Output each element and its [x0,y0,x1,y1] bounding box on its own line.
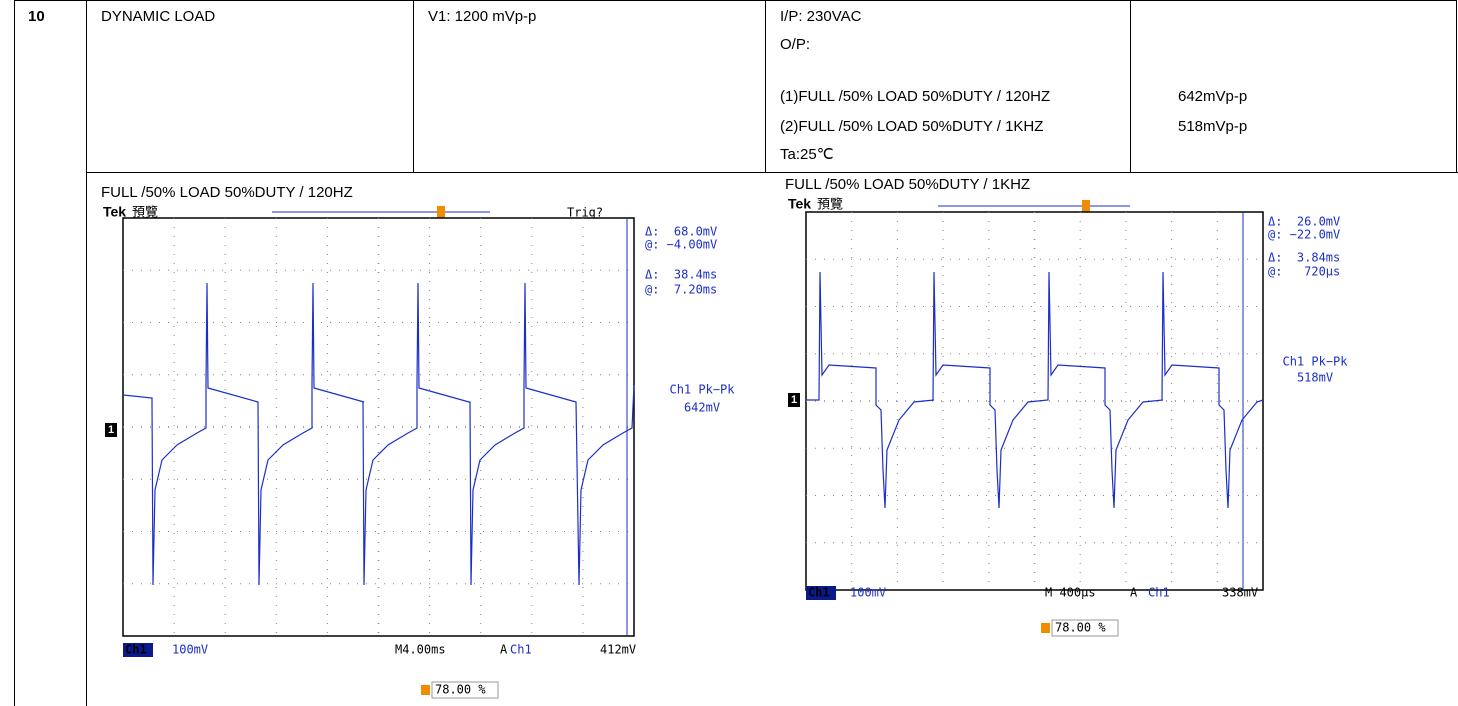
channel-marker: 1 [108,424,114,436]
trigger-mode: A [1130,586,1138,600]
trigger-position-icon [421,685,430,695]
trigger-source: Ch1 [510,643,532,657]
trigger-position-icon [1041,623,1050,633]
scope-brand: Tek [788,196,811,212]
trigger-icon [1082,200,1090,212]
result: 642mVp-p [1178,88,1247,105]
cursor-readout: @: 7.20ms [645,283,717,297]
vertical-scale: 100mV [172,643,208,657]
capture-caption: FULL /50% LOAD 50%DUTY / 120HZ [101,184,353,201]
trigger-position: 78.00 % [435,683,486,697]
cursor-readout: @: −22.0mV [1268,228,1340,242]
graticule [123,218,634,636]
cursor-readout: Δ: 3.84ms [1268,251,1340,265]
channel: Ch1 [808,586,830,600]
measure-label: Ch1 Pk−Pk [1282,355,1348,369]
row-number: 10 [28,8,45,25]
cursor-readout: @: 720µs [1268,265,1340,279]
timebase: M4.00ms [395,643,446,657]
trigger-source: Ch1 [1148,586,1170,600]
measure-label: Ch1 Pk−Pk [669,383,735,397]
trigger-mode: A [500,643,508,657]
measure-value: 642mV [684,401,720,415]
capture-caption: FULL /50% LOAD 50%DUTY / 1KHZ [785,176,1030,193]
condition-line: O/P: [780,36,810,53]
trigger-level: 338mV [1222,586,1258,600]
trigger-level: 412mV [600,643,636,657]
spec: V1: 1200 mVp-p [428,8,536,25]
cursor-readout: @: −4.00mV [645,238,717,252]
condition-line: (1)FULL /50% LOAD 50%DUTY / 120HZ [780,88,1050,105]
scope-mode: 預覽 [817,196,843,211]
condition-line: I/P: 230VAC [780,8,862,25]
trigger-icon [437,206,445,218]
cursor-readout: Δ: 68.0mV [645,225,717,239]
condition-line: (2)FULL /50% LOAD 50%DUTY / 1KHZ [780,118,1043,135]
channel: Ch1 [125,643,147,657]
oscilloscope-capture: FULL /50% LOAD 50%DUTY / 1KHZ Tek 預覽 1 Δ: 26… [785,176,1348,636]
trigger-position: 78.00 % [1055,621,1106,635]
measure-value: 518mV [1297,371,1333,385]
result: 518mVp-p [1178,118,1247,135]
cursor-readout: Δ: 26.0mV [1268,215,1340,229]
condition-line: Ta:25℃ [780,146,834,163]
page: 10 DYNAMIC LOAD V1: 1200 mVp-p FULL /50%… [0,0,1458,706]
scope-mode: 預覽 [132,204,158,219]
item: DYNAMIC LOAD [101,8,215,25]
cursor-readout: Δ: 38.4ms [645,268,717,282]
channel-marker: 1 [791,394,797,406]
timebase: M 400µs [1045,586,1096,600]
vertical-scale: 100mV [850,586,886,600]
